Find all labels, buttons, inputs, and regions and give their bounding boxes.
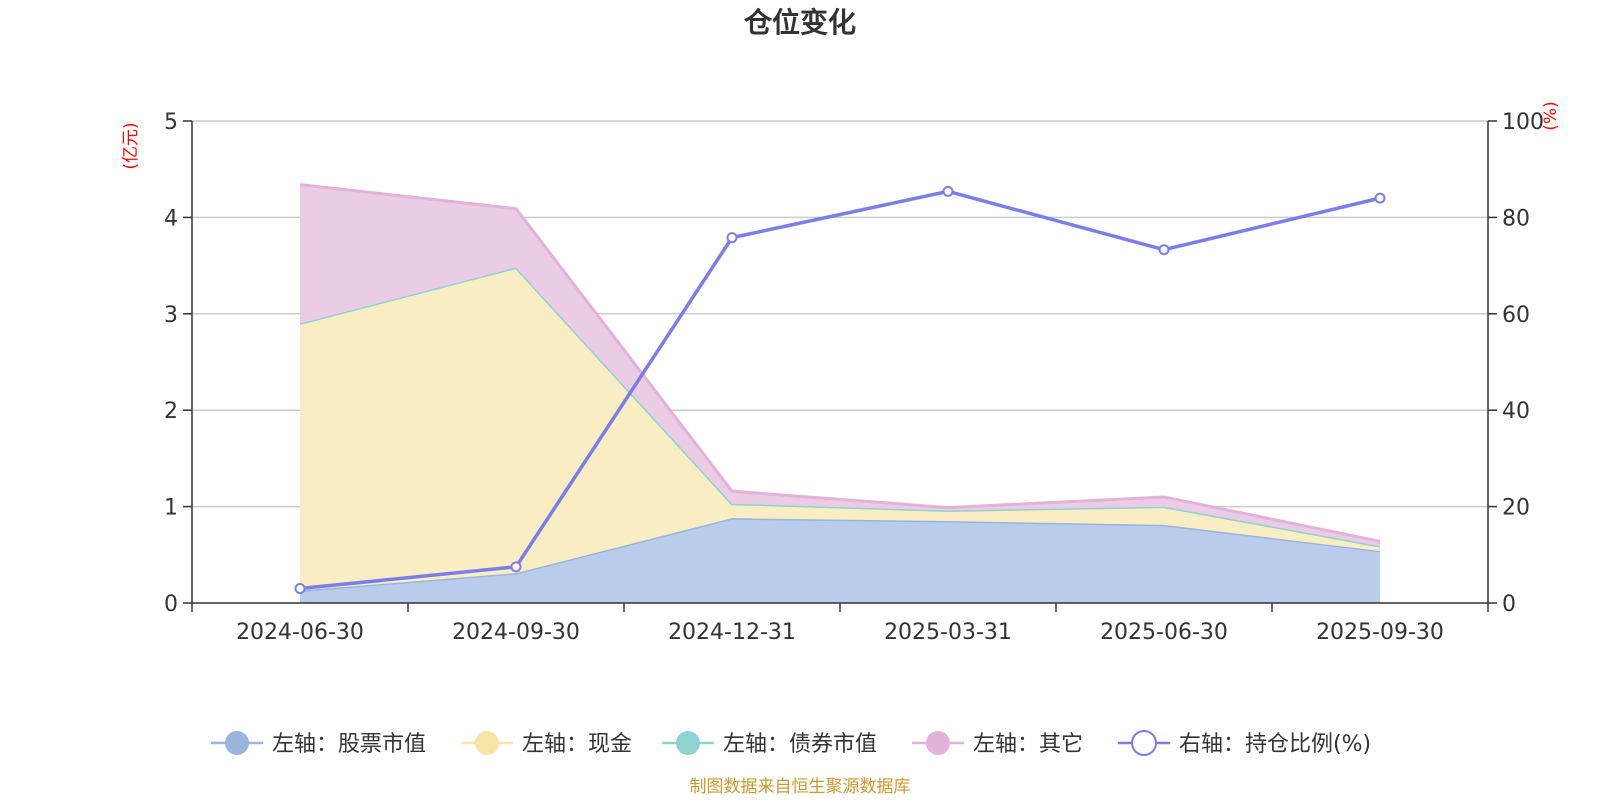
x-axis-label: 2025-06-30 [1100,620,1228,645]
area-series-3 [300,184,1380,547]
left-axis-tick-label: 2 [164,399,178,424]
right-axis-tick-label: 20 [1502,496,1530,521]
legend-swatch-marker [1131,730,1157,756]
area-series-3-edge [299,183,1381,543]
x-axis-label: 2024-09-30 [452,620,580,645]
right-axis-unit: (%) [1541,101,1561,130]
right-axis-tick-label: 0 [1502,592,1516,617]
x-axis-label: 2024-12-31 [668,620,796,645]
legend-label: 右轴：持仓比例(%) [1179,732,1371,757]
right-axis-tick-label: 40 [1502,399,1530,424]
right-axis-tick-label: 100 [1502,110,1544,135]
ratio-point [294,583,306,595]
ratio-line-layer [294,185,1386,595]
ratio-point [1374,192,1386,204]
axes: 0 1 2 3 4 5 0 20 40 60 80 100 2024-06-30 2024-09-30 20… [164,110,1544,645]
left-axis-unit: (亿元) [121,122,141,169]
x-axis-label: 2024-06-30 [236,620,364,645]
x-axis-label: 2025-09-30 [1316,620,1444,645]
data-source-note: 制图数据来自恒生聚源数据库 [690,777,911,797]
left-axis-tick-label: 0 [164,592,178,617]
legend: 左轴：股票市值 左轴：现金 左轴：债券市值 左轴：其它 右轴：持仓比例(%) [211,730,1371,757]
ratio-point [726,232,738,244]
legend-swatch-marker [926,731,950,755]
legend-label: 左轴：其它 [973,732,1083,757]
left-axis-tick-label: 1 [164,496,178,521]
ratio-point [942,185,954,197]
right-axis-tick-label: 60 [1502,303,1530,328]
stacked-areas [299,183,1381,603]
ratio-point [510,561,522,573]
right-axis-tick-label: 80 [1502,206,1530,231]
ratio-line [299,189,1381,591]
legend-label: 左轴：股票市值 [272,732,426,757]
legend-label: 左轴：债券市值 [723,732,877,757]
area-series-1 [300,267,1380,591]
x-axis-label: 2025-03-31 [884,620,1012,645]
legend-swatch-marker [475,731,499,755]
left-axis-tick-label: 3 [164,303,178,328]
area-series-0 [300,518,1380,603]
left-axis-tick-label: 4 [164,206,178,231]
chart-title: 仓位变化 [744,6,856,39]
legend-label: 左轴：现金 [522,732,632,757]
legend-swatch-marker [225,731,249,755]
ratio-point [1158,244,1170,256]
legend-swatch-marker [676,731,700,755]
left-axis-tick-label: 5 [164,110,178,135]
